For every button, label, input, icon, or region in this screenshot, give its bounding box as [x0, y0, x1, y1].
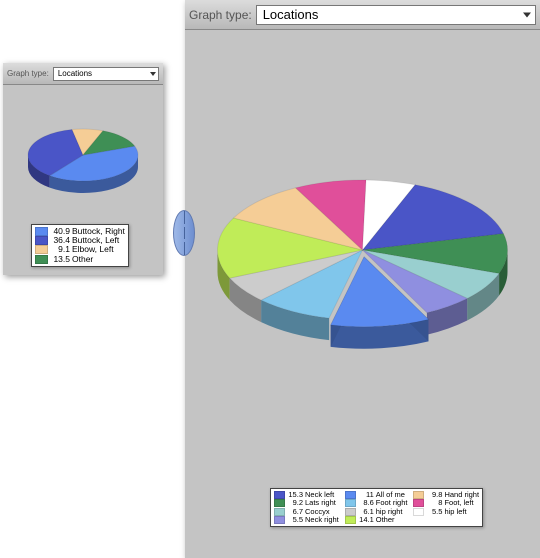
- legend-swatch: [35, 236, 48, 245]
- legend-label: Neck right: [305, 516, 339, 524]
- legend-label: hip left: [444, 508, 466, 516]
- left-topbar: Graph type: Locations: [3, 63, 163, 85]
- legend-item: 5.5hip left: [413, 508, 479, 516]
- right-topbar: Graph type: Locations: [185, 0, 540, 30]
- legend-value: 5.5: [426, 508, 442, 516]
- legend-swatch: [35, 227, 48, 236]
- left-panel: Graph type: Locations 40.9Buttock, Right…: [3, 63, 163, 275]
- graph-type-select-left[interactable]: Locations: [53, 67, 159, 81]
- legend-label: Other: [72, 255, 93, 264]
- legend-swatch: [274, 499, 285, 507]
- legend-swatch: [345, 499, 356, 507]
- left-legend: 40.9Buttock, Right36.4Buttock, Left9.1El…: [31, 224, 129, 267]
- legend-swatch: [35, 245, 48, 254]
- legend-swatch: [274, 516, 285, 524]
- chevron-down-icon: [150, 72, 156, 76]
- right-panel: Graph type: Locations 15.3Neck left9.2La…: [185, 0, 540, 558]
- legend-swatch: [345, 516, 356, 524]
- right-pie-chart: [185, 30, 540, 470]
- legend-swatch: [413, 491, 424, 499]
- legend-swatch: [413, 499, 424, 507]
- left-pie-chart: [3, 85, 163, 225]
- graph-type-value: Locations: [263, 7, 319, 22]
- legend-item: 13.5Other: [35, 255, 125, 264]
- legend-item: 5.5Neck right: [274, 516, 339, 524]
- legend-swatch: [35, 255, 48, 264]
- legend-swatch: [274, 508, 285, 516]
- graph-type-select-right[interactable]: Locations: [256, 5, 536, 25]
- legend-item: 14.1Other: [345, 516, 408, 524]
- legend-swatch: [274, 491, 285, 499]
- chevron-down-icon: [523, 12, 531, 17]
- legend-swatch: [345, 491, 356, 499]
- legend-swatch: [345, 508, 356, 516]
- graph-type-label: Graph type:: [189, 8, 252, 22]
- legend-swatch: [413, 508, 424, 516]
- graph-type-value: Locations: [58, 69, 92, 78]
- legend-value: 5.5: [287, 516, 303, 524]
- graph-type-label: Graph type:: [7, 69, 49, 78]
- legend-label: Other: [376, 516, 395, 524]
- legend-value: 14.1: [358, 516, 374, 524]
- legend-value: 13.5: [50, 255, 70, 264]
- right-legend: 15.3Neck left9.2Lats right6.7Coccyx5.5Ne…: [270, 488, 483, 527]
